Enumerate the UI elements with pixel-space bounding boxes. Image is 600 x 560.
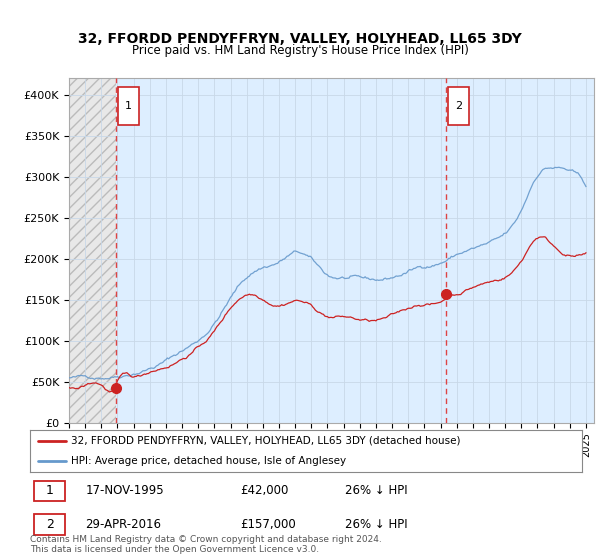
Text: 26% ↓ HPI: 26% ↓ HPI <box>344 484 407 497</box>
Bar <box>69 78 116 423</box>
Text: Price paid vs. HM Land Registry's House Price Index (HPI): Price paid vs. HM Land Registry's House … <box>131 44 469 57</box>
Text: 29-APR-2016: 29-APR-2016 <box>85 518 161 531</box>
Text: 17-NOV-1995: 17-NOV-1995 <box>85 484 164 497</box>
Text: 32, FFORDD PENDYFFRYN, VALLEY, HOLYHEAD, LL65 3DY (detached house): 32, FFORDD PENDYFFRYN, VALLEY, HOLYHEAD,… <box>71 436 461 446</box>
FancyBboxPatch shape <box>448 87 469 125</box>
FancyBboxPatch shape <box>118 87 139 125</box>
Text: £157,000: £157,000 <box>240 518 296 531</box>
Text: HPI: Average price, detached house, Isle of Anglesey: HPI: Average price, detached house, Isle… <box>71 456 347 466</box>
FancyBboxPatch shape <box>34 514 65 535</box>
Text: 26% ↓ HPI: 26% ↓ HPI <box>344 518 407 531</box>
FancyBboxPatch shape <box>34 480 65 501</box>
Text: 2: 2 <box>455 101 463 111</box>
Text: 32, FFORDD PENDYFFRYN, VALLEY, HOLYHEAD, LL65 3DY: 32, FFORDD PENDYFFRYN, VALLEY, HOLYHEAD,… <box>78 32 522 46</box>
Text: £42,000: £42,000 <box>240 484 288 497</box>
Text: 1: 1 <box>125 101 132 111</box>
Text: Contains HM Land Registry data © Crown copyright and database right 2024.
This d: Contains HM Land Registry data © Crown c… <box>30 535 382 554</box>
Text: 2: 2 <box>46 518 53 531</box>
Text: 1: 1 <box>46 484 53 497</box>
